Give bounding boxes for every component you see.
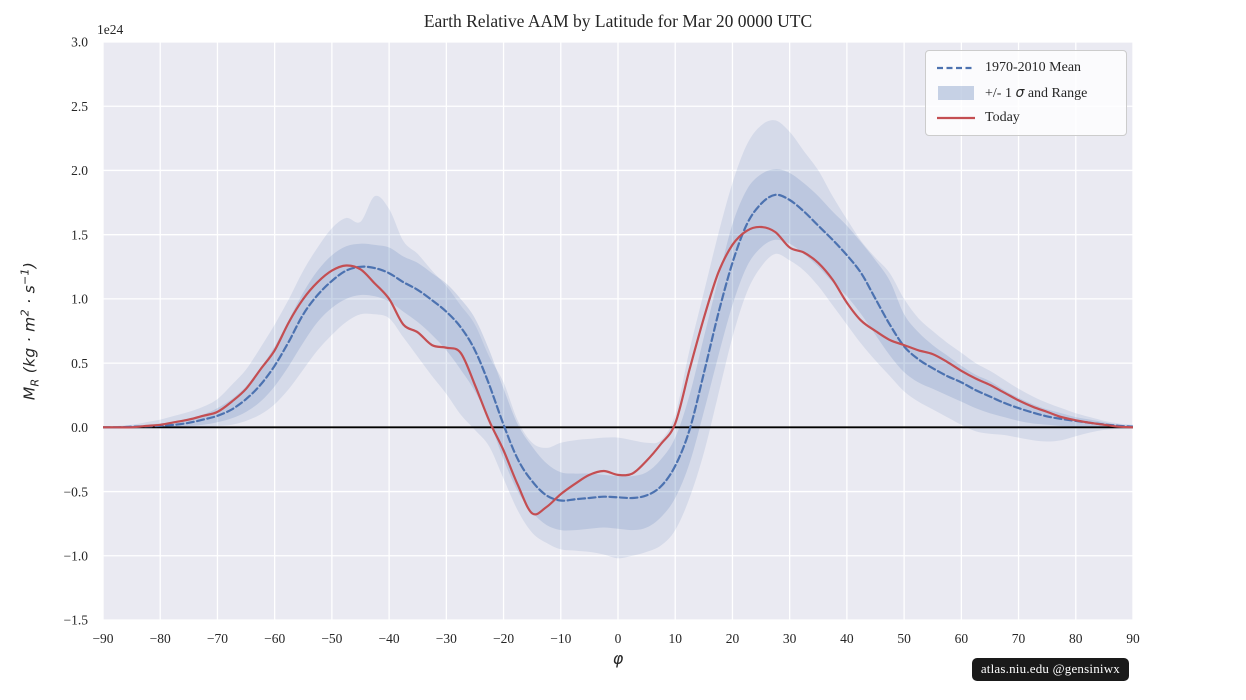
ylabel-superscript-1: 2 (18, 309, 32, 317)
svg-text:−1.0: −1.0 (64, 548, 89, 563)
svg-text:−20: −20 (493, 631, 514, 646)
svg-text:−0.5: −0.5 (64, 484, 89, 499)
ylabel-units-2: · s (20, 285, 39, 310)
line-today (103, 225, 1133, 516)
svg-text:3.0: 3.0 (71, 35, 88, 50)
legend-item-mean: 1970-2010 Mean (937, 59, 1115, 77)
svg-text:20: 20 (726, 631, 740, 646)
today-line-icon (937, 116, 975, 120)
svg-text:−40: −40 (379, 631, 400, 646)
svg-text:0.0: 0.0 (71, 420, 88, 435)
sigma-symbol: σ (1015, 84, 1025, 101)
legend-label-mean: 1970-2010 Mean (985, 60, 1082, 75)
mean-dashed-line-icon (937, 66, 975, 70)
series-layer (103, 120, 1133, 559)
ylabel-subscript: R (28, 378, 42, 387)
svg-text:−90: −90 (92, 631, 113, 646)
svg-text:90: 90 (1126, 631, 1140, 646)
svg-text:−10: −10 (550, 631, 571, 646)
svg-text:10: 10 (668, 631, 682, 646)
legend-item-sigma-range: +/- 1 σ and Range (937, 84, 1115, 102)
svg-text:−70: −70 (207, 631, 228, 646)
svg-text:2.0: 2.0 (71, 163, 88, 178)
svg-text:2.5: 2.5 (71, 99, 88, 114)
svg-text:70: 70 (1012, 631, 1026, 646)
svg-text:80: 80 (1069, 631, 1083, 646)
ylabel-var: M (20, 386, 39, 401)
svg-text:1.5: 1.5 (71, 227, 88, 242)
legend-item-today: Today (937, 109, 1115, 127)
y-axis-scale-offset: 1e24 (97, 22, 124, 37)
svg-text:50: 50 (897, 631, 911, 646)
y-tick-labels: −1.5 −1.0 −0.5 0.0 0.5 1.0 1.5 2.0 2.5 3.0 (64, 35, 89, 628)
svg-text:40: 40 (840, 631, 854, 646)
band--1-sigma (103, 169, 1133, 531)
svg-text:−50: −50 (321, 631, 342, 646)
ylabel-superscript-2: −1 (18, 268, 32, 286)
svg-text:60: 60 (955, 631, 969, 646)
legend: 1970-2010 Mean +/- 1 σ and Range Today (925, 50, 1127, 136)
svg-text:−80: −80 (150, 631, 171, 646)
ylabel-units-1: (kg · m (20, 316, 39, 379)
x-tick-labels: −90 −80 −70 −60 −50 −40 −30 −20 −10 0 10 20 30 40 50 60… (92, 631, 1140, 646)
svg-text:0.5: 0.5 (71, 356, 88, 371)
watermark-badge: atlas.niu.edu @gensiniwx (971, 658, 1129, 681)
chart-title: Earth Relative AAM by Latitude for Mar 2… (423, 11, 813, 31)
x-axis-label: φ (612, 649, 624, 668)
line-1970-2010-mean (103, 193, 1133, 502)
band-range (103, 120, 1133, 559)
svg-text:0: 0 (615, 631, 622, 646)
svg-text:−60: −60 (264, 631, 285, 646)
svg-text:1.0: 1.0 (71, 292, 88, 307)
legend-label-today: Today (985, 110, 1020, 125)
y-axis-label: MR (kg · m2 · s−1) (18, 262, 41, 400)
legend-label-sigma-range: +/- 1 σ and Range (985, 84, 1088, 101)
svg-text:30: 30 (783, 631, 797, 646)
band-patch-icon (937, 86, 975, 100)
ylabel-close-paren: ) (20, 261, 39, 269)
svg-text:−1.5: −1.5 (64, 613, 89, 628)
gridlines (102, 41, 1134, 621)
svg-text:−30: −30 (436, 631, 457, 646)
